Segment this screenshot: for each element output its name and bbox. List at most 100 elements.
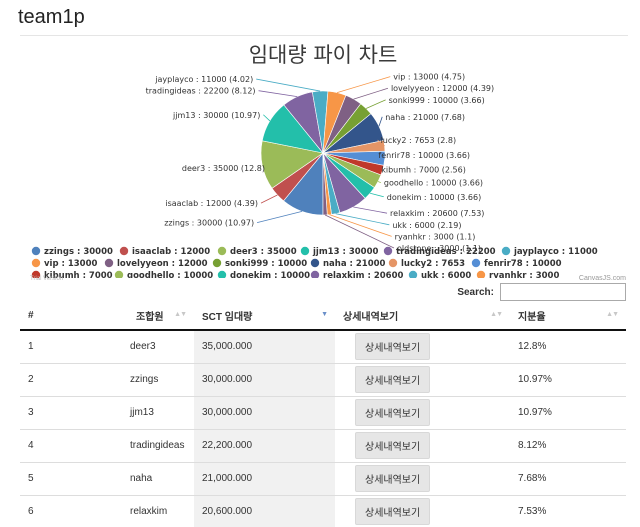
detail-cell: 상세내역보기 xyxy=(335,363,510,397)
pie-label-connector xyxy=(353,206,388,214)
pie-label: vip : 13000 (4.75) xyxy=(393,73,465,82)
pie-label: lovelyyeon : 12000 (4.39) xyxy=(391,84,494,93)
search-box: Search: xyxy=(457,283,626,301)
legend-marker xyxy=(217,270,227,278)
table-row: 2 zzings 30,000.000 상세내역보기 10.97% xyxy=(20,363,626,397)
pie-label: donekim : 10000 (3.66) xyxy=(387,193,481,202)
sort-desc-icon: ▼ xyxy=(321,311,328,318)
column-header-rank[interactable]: # xyxy=(20,302,70,331)
members-table: # 조합원 ▲▼ SCT 임대량 ▼ 상세내역보기 ▲▼ 지분율 ▲▼ 1 deer3 35… xyxy=(20,302,626,527)
pie-label: oldstone : 3000 (1.1) xyxy=(397,244,481,253)
pie-label: isaaclab : 12000 (4.39) xyxy=(165,199,258,208)
pie-label-connector xyxy=(370,192,384,198)
legend-marker xyxy=(408,270,418,278)
legend-entry: relaxkim : 20600 xyxy=(323,271,403,278)
pie-label-connector xyxy=(336,76,391,94)
search-input[interactable] xyxy=(500,283,626,301)
pie-label: ryanhkr : 3000 (1.1) xyxy=(395,232,476,241)
table-row: 3 jjm13 30,000.000 상세내역보기 10.97% xyxy=(20,396,626,430)
share-cell: 12.8% xyxy=(510,330,626,364)
legend-entry: deer3 : 35000 xyxy=(230,247,297,257)
amount-cell: 35,000.000 xyxy=(194,330,335,364)
detail-cell: 상세내역보기 xyxy=(335,462,510,496)
column-header-share[interactable]: 지분율 ▲▼ xyxy=(510,302,626,331)
legend-marker xyxy=(310,258,320,268)
legend-entry: goodhello : 10000 xyxy=(127,271,213,278)
sort-icon: ▲▼ xyxy=(490,311,503,318)
share-cell: 8.12% xyxy=(510,429,626,463)
share-cell: 7.68% xyxy=(510,462,626,496)
legend-marker xyxy=(310,270,320,278)
pie-label-connector xyxy=(329,214,392,237)
pie-label-connector xyxy=(365,99,386,109)
amount-cell: 20,600.000 xyxy=(194,495,335,527)
legend-entry: tradingideas : 22200 xyxy=(396,247,496,257)
pie-label-connector xyxy=(377,139,385,147)
legend-marker xyxy=(119,246,129,256)
detail-cell: 상세내역보기 xyxy=(335,396,510,430)
rank-cell: 3 xyxy=(20,396,70,430)
pie-label: relaxkim : 20600 (7.53) xyxy=(390,209,484,218)
detail-button[interactable]: 상세내역보기 xyxy=(355,399,431,426)
rank-cell: 6 xyxy=(20,495,70,527)
sort-icon: ▲▼ xyxy=(174,311,187,318)
amount-cell: 22,200.000 xyxy=(194,429,335,463)
column-header-amount[interactable]: SCT 임대량 ▼ xyxy=(194,302,335,331)
member-cell: jjm13 xyxy=(70,396,194,430)
share-cell: 10.97% xyxy=(510,396,626,430)
pie-label-connector xyxy=(260,194,278,204)
pie-label-connector xyxy=(375,154,385,159)
member-cell: relaxkim xyxy=(70,495,194,527)
pie-label-connector xyxy=(378,168,383,171)
legend-entry: kibumh : 7000 xyxy=(44,271,113,278)
member-cell: naha xyxy=(70,462,194,496)
detail-button[interactable]: 상세내역보기 xyxy=(355,366,431,393)
pie-label: fenrir78 : 10000 (3.66) xyxy=(378,151,470,160)
pie-label: naha : 21000 (7.68) xyxy=(385,113,465,122)
legend-entry: isaaclab : 12000 xyxy=(132,247,210,257)
detail-cell: 상세내역보기 xyxy=(335,330,510,364)
legend-entry: lucky2 : 7653 xyxy=(401,259,465,269)
detail-button[interactable]: 상세내역보기 xyxy=(355,498,431,525)
pie-label-connector xyxy=(378,116,383,127)
detail-button[interactable]: 상세내역보기 xyxy=(355,333,431,361)
pie-slice xyxy=(322,152,328,216)
legend-entry: jayplayco : 11000 xyxy=(513,247,598,257)
legend-marker xyxy=(104,258,114,268)
pie-label: jjm13 : 30000 (10.97) xyxy=(172,111,260,120)
detail-button[interactable]: 상세내역보기 xyxy=(355,465,431,492)
search-label: Search: xyxy=(457,286,494,298)
legend-marker xyxy=(114,270,124,278)
legend-entry: sonki999 : 10000 xyxy=(225,259,307,269)
table-row: 1 deer3 35,000.000 상세내역보기 12.8% xyxy=(20,330,626,364)
pie-label-connector xyxy=(353,87,389,100)
chart-credit-link[interactable]: CanvasJS.com xyxy=(578,275,626,282)
table-header-row: # 조합원 ▲▼ SCT 임대량 ▼ 상세내역보기 ▲▼ 지분율 ▲▼ xyxy=(20,302,626,331)
amount-cell: 21,000.000 xyxy=(194,462,335,496)
legend-marker xyxy=(31,246,41,256)
legend-entry: naha : 21000 xyxy=(323,259,386,269)
rank-cell: 4 xyxy=(20,429,70,463)
pie-label: sonki999 : 10000 (3.66) xyxy=(389,96,485,105)
detail-cell: 상세내역보기 xyxy=(335,429,510,463)
legend-marker xyxy=(388,258,398,268)
column-header-detail[interactable]: 상세내역보기 ▲▼ xyxy=(335,302,510,331)
pie-label-connector xyxy=(324,214,395,249)
legend-marker xyxy=(31,270,41,278)
pie-label-connector xyxy=(256,210,303,224)
pie-label: tradingideas : 22200 (8.12) xyxy=(146,87,256,96)
table-row: 6 relaxkim 20,600.000 상세내역보기 7.53% xyxy=(20,495,626,527)
title-divider xyxy=(20,35,628,36)
legend-entry: jjm13 : 30000 xyxy=(312,247,378,257)
legend-entry: vip : 13000 xyxy=(44,259,98,269)
detail-button[interactable]: 상세내역보기 xyxy=(355,432,431,459)
legend-marker xyxy=(300,246,310,256)
pie-label-connector xyxy=(377,181,382,184)
sort-icon: ▲▼ xyxy=(606,311,619,318)
legend-marker xyxy=(476,270,486,278)
rank-cell: 2 xyxy=(20,363,70,397)
column-header-member[interactable]: 조합원 ▲▼ xyxy=(70,302,194,331)
rank-cell: 5 xyxy=(20,462,70,496)
table-row: 4 tradingideas 22,200.000 상세내역보기 8.12% xyxy=(20,429,626,463)
member-cell: tradingideas xyxy=(70,429,194,463)
